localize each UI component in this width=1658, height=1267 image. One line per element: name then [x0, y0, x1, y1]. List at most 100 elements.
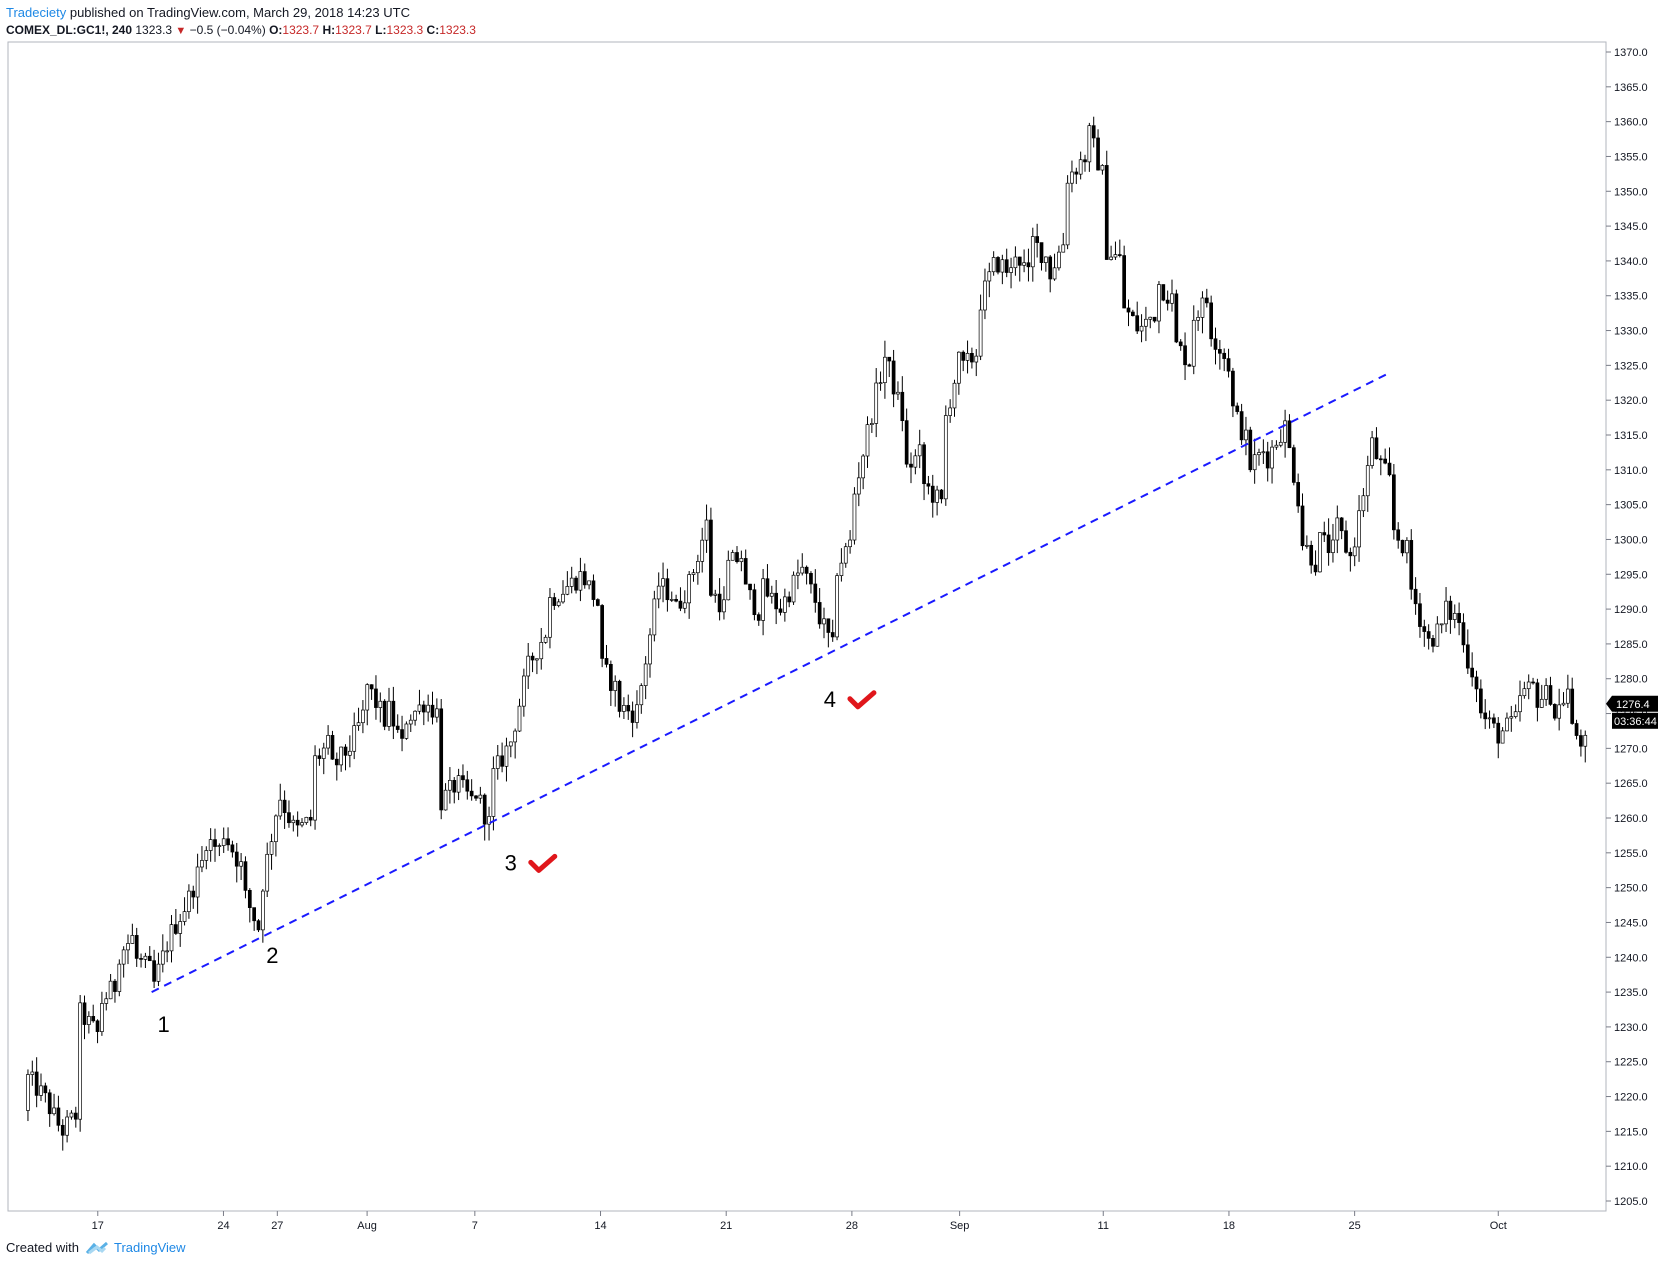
x-tick-label: 17	[92, 1220, 104, 1232]
candle-body	[687, 574, 692, 604]
y-tick-label: 1270.0	[1614, 743, 1648, 755]
low-value: 1323.3	[386, 23, 424, 37]
candle-body	[1200, 297, 1205, 318]
candle-body	[891, 360, 896, 395]
candle-body	[195, 866, 200, 898]
candle-body	[791, 574, 796, 603]
candle-body	[530, 655, 535, 661]
candle-body	[361, 709, 365, 724]
candle-body	[1557, 704, 1562, 719]
candle-body	[339, 746, 344, 766]
candle-body	[769, 592, 774, 597]
candle-body	[1535, 682, 1540, 708]
candle-body	[1000, 259, 1005, 273]
candle-body	[569, 577, 574, 587]
candle-body	[1135, 315, 1140, 332]
symbol-line: COMEX_DL:GC1!, 240 1323.3 ▼ −0.5 (−0.04%…	[6, 22, 476, 40]
candle-body	[69, 1112, 74, 1118]
candle-body	[1374, 437, 1379, 460]
y-tick-label: 1285.0	[1614, 639, 1648, 651]
candle-body	[561, 593, 565, 603]
candle-body	[1422, 626, 1427, 632]
candle-body	[809, 573, 813, 585]
candle-body	[1526, 681, 1531, 690]
candle-body	[1444, 600, 1448, 625]
x-tick-label: 18	[1223, 1220, 1235, 1232]
candle-body	[278, 799, 283, 817]
candle-body	[91, 1016, 96, 1022]
symbol-name[interactable]: COMEX_DL:GC1!, 240	[6, 23, 133, 37]
candle-body	[448, 779, 452, 791]
candle-body	[87, 1016, 91, 1025]
candle-body	[1183, 345, 1187, 366]
candle-body	[761, 578, 765, 621]
candle-body	[700, 539, 705, 562]
time-axis[interactable]: 17 24 27 Aug 7 14 21 28 Sep 11 18 25 Oct	[92, 1211, 1507, 1232]
candle-body	[1204, 297, 1209, 304]
candle-body	[26, 1074, 30, 1111]
plot-area[interactable]	[7, 41, 1607, 1212]
candle-body	[274, 815, 278, 843]
candle-body	[517, 705, 522, 732]
y-tick-label: 1265.0	[1614, 778, 1648, 790]
candle-body	[348, 750, 352, 756]
candle-body	[1505, 717, 1509, 732]
candle-body	[909, 463, 913, 468]
candle-body	[200, 860, 204, 868]
candle-body	[1387, 462, 1392, 476]
candle-body	[1413, 588, 1418, 605]
y-tick-label: 1210.0	[1614, 1161, 1648, 1173]
candle-body	[656, 585, 661, 600]
x-tick-label: 21	[720, 1220, 732, 1232]
candle-body	[974, 355, 979, 363]
candle-body	[491, 768, 496, 817]
candle-body	[1161, 284, 1166, 301]
candle-body	[1492, 717, 1496, 724]
candle-body	[682, 602, 687, 609]
candle-body	[852, 493, 857, 541]
candle-body	[474, 795, 478, 799]
candle-body	[1261, 451, 1266, 454]
x-tick-label: 14	[594, 1220, 606, 1232]
candle-body	[287, 812, 291, 824]
y-tick-label: 1240.0	[1614, 952, 1648, 964]
candle-body	[317, 755, 322, 759]
candle-body	[508, 741, 513, 747]
candle-body	[1418, 603, 1422, 627]
trendline[interactable]	[151, 371, 1391, 993]
candle-body	[482, 794, 487, 825]
candle-body	[1004, 259, 1009, 273]
candle-body	[748, 583, 752, 591]
candle-body	[1213, 338, 1218, 350]
candle-body	[1378, 458, 1383, 461]
publisher-link[interactable]: Tradeciety	[6, 5, 67, 20]
candle-body	[1344, 530, 1348, 553]
candle-body	[217, 845, 222, 847]
candle-body	[1017, 256, 1022, 266]
candle-body	[722, 599, 726, 613]
candle-body	[900, 391, 905, 422]
tradingview-link[interactable]: TradingView	[85, 1240, 186, 1255]
candle-body	[256, 920, 261, 931]
x-tick-label: Sep	[950, 1220, 970, 1232]
high-label: H:	[322, 23, 336, 37]
candle-body	[783, 596, 787, 613]
candle-body	[1426, 631, 1431, 639]
candle-body	[1583, 734, 1588, 747]
candle-body	[865, 424, 870, 457]
candle-body	[417, 704, 422, 712]
candle-body	[1218, 349, 1222, 354]
candle-body	[226, 838, 230, 846]
candle-body	[669, 598, 674, 601]
candle-body	[874, 382, 879, 424]
candle-body	[452, 779, 457, 793]
candle-body	[630, 710, 635, 723]
candle-body	[713, 593, 718, 596]
price-axis[interactable]: 1370.0 1365.0 1360.0 1355.0 1350.0 1345.0 1340…	[1606, 47, 1648, 1208]
candle-body	[169, 924, 174, 952]
candle-body	[756, 614, 761, 621]
candle-body	[1392, 474, 1396, 531]
candle-body	[73, 1112, 78, 1120]
candle-body	[1122, 255, 1127, 309]
